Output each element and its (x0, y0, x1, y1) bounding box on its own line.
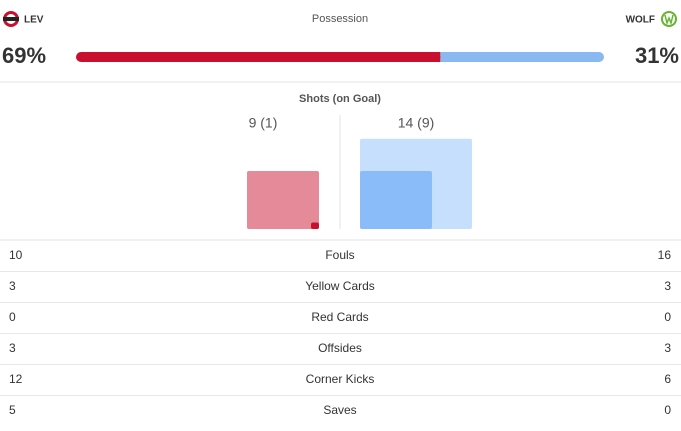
stat-home: 5 (9, 403, 16, 417)
away-possession: 31% (635, 43, 679, 68)
stat-home: 12 (9, 372, 23, 386)
stat-away: 0 (664, 310, 671, 324)
home-shots: 9 (1) (249, 115, 278, 131)
stat-home: 0 (9, 310, 16, 324)
stat-label: Red Cards (311, 310, 368, 324)
stat-away: 6 (664, 372, 671, 386)
stat-home: 10 (9, 248, 23, 262)
stat-label: Offsides (318, 341, 362, 355)
away-logo (661, 11, 677, 27)
shots-title: Shots (on Goal) (299, 93, 381, 105)
stat-away: 16 (658, 248, 672, 262)
home-logo (3, 11, 19, 27)
stat-away: 3 (664, 341, 671, 355)
stat-label: Corner Kicks (306, 372, 375, 386)
home-shots-total (247, 170, 319, 229)
away-team: WOLF (626, 15, 655, 26)
stat-away: 3 (664, 279, 671, 293)
home-possession: 69% (2, 43, 46, 68)
section-title: Possession (312, 13, 368, 25)
away-shots: 14 (9) (398, 115, 435, 131)
possession-bar-away (440, 52, 604, 62)
possession-bar-away-join (440, 52, 447, 62)
home-team: LEV (24, 15, 44, 26)
stat-label: Fouls (325, 248, 354, 262)
stat-label: Saves (323, 403, 356, 417)
stat-label: Yellow Cards (305, 279, 375, 293)
stat-away: 0 (664, 403, 671, 417)
away-shots-on-goal (360, 170, 432, 229)
stat-home: 3 (9, 341, 16, 355)
stat-home: 3 (9, 279, 16, 293)
possession-bar-home-join (434, 52, 441, 62)
possession-bar-home (76, 52, 441, 62)
home-shots-on-goal (311, 222, 319, 229)
